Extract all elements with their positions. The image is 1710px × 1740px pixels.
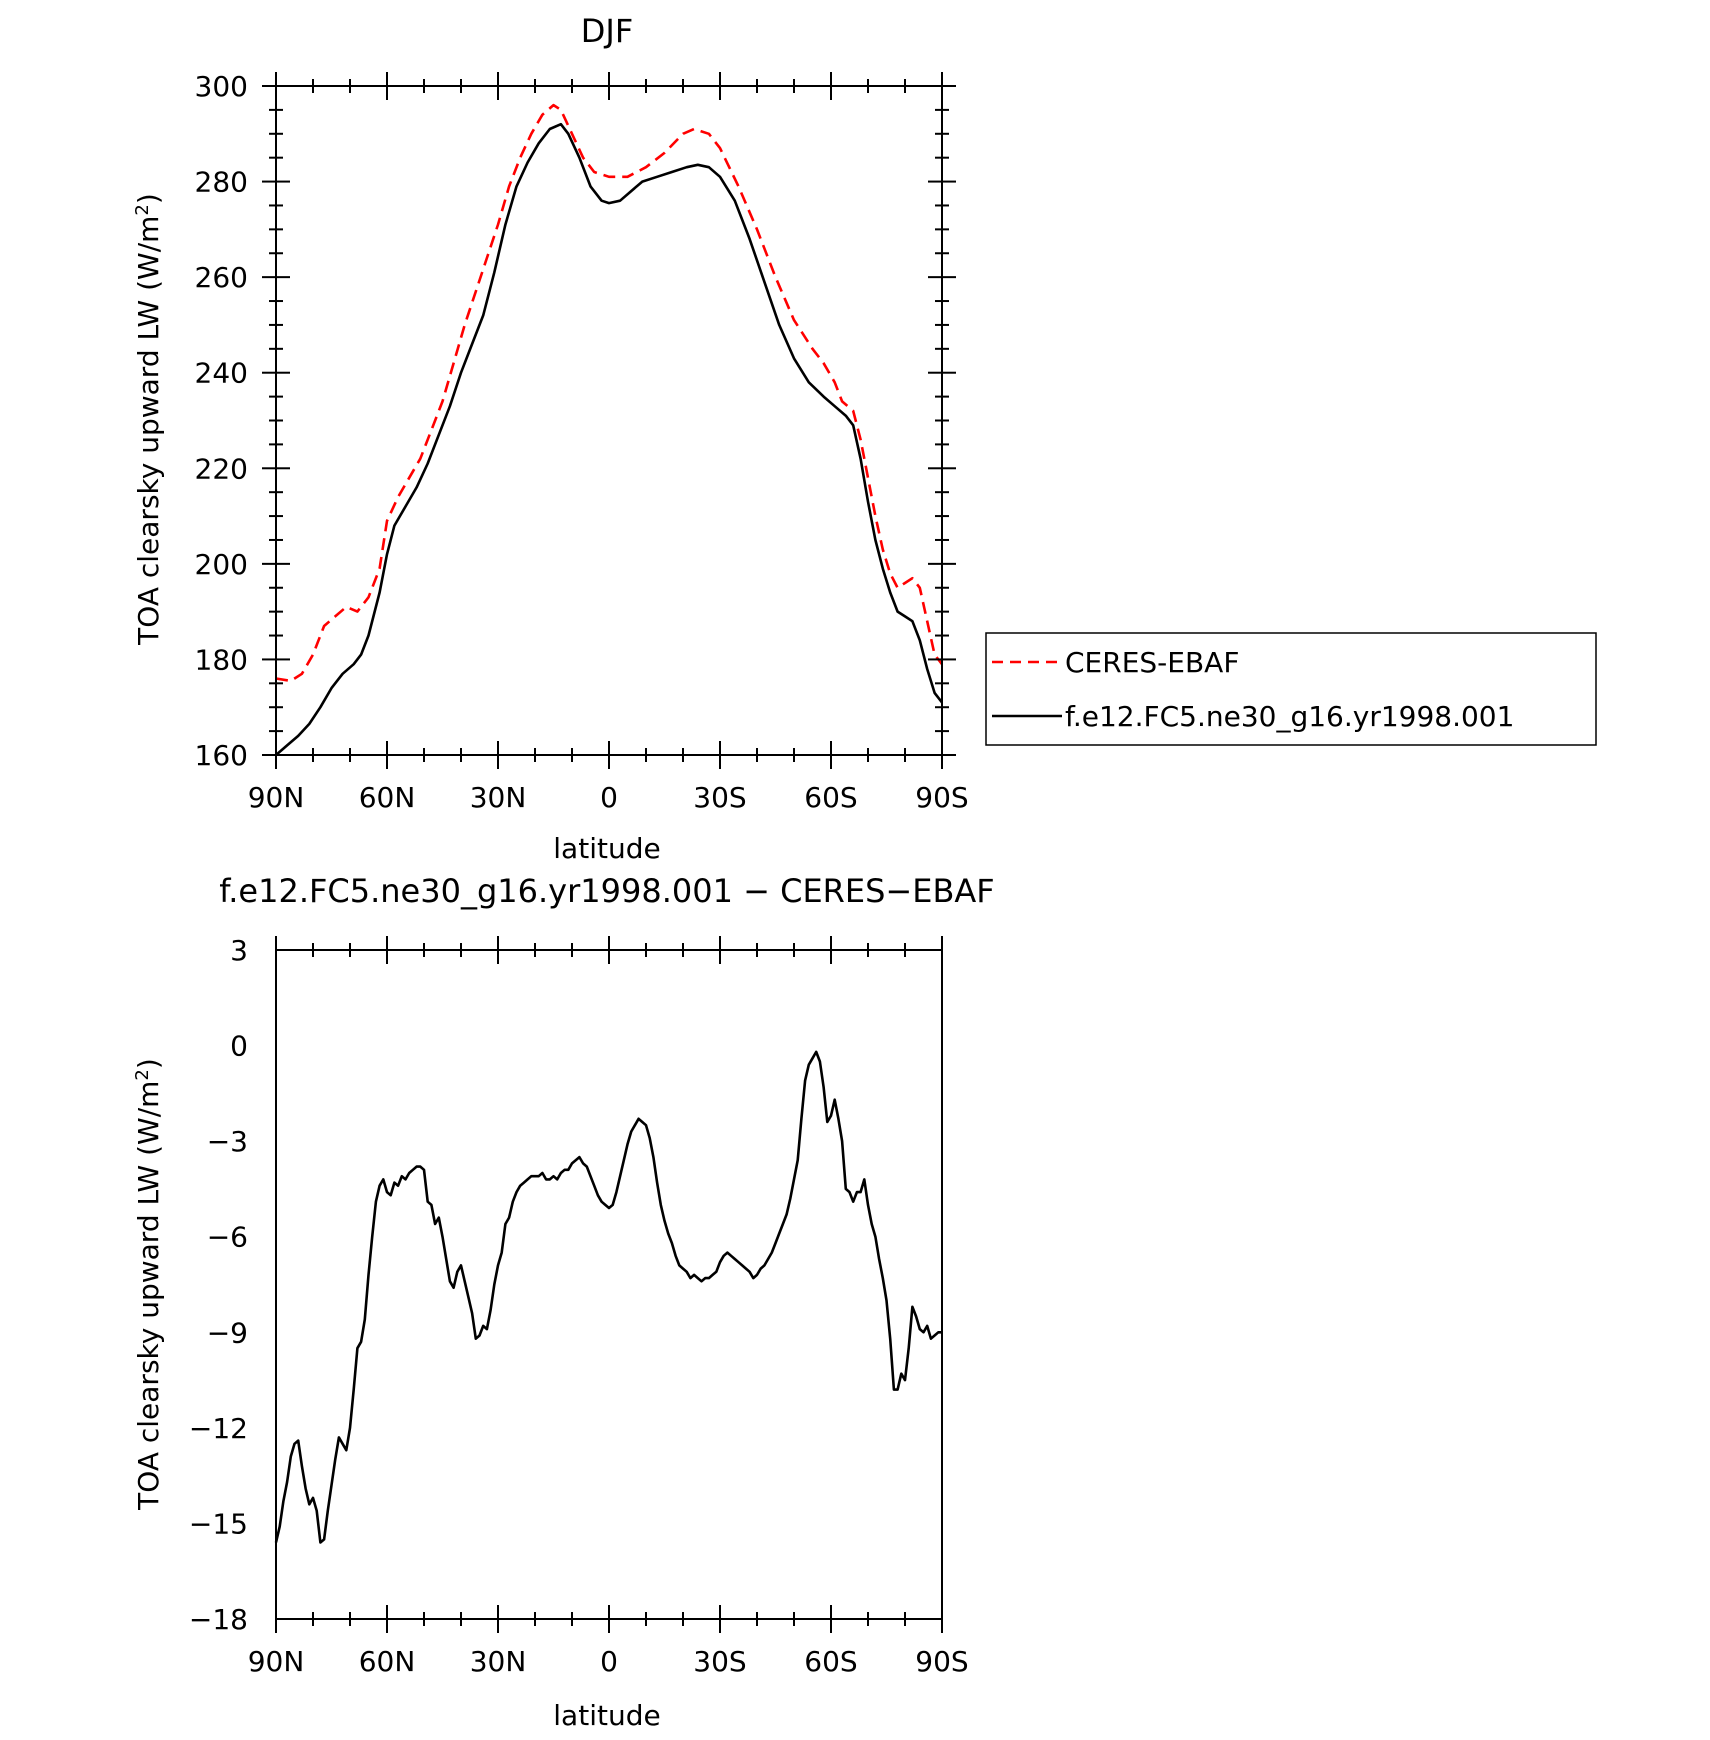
x-tick-label: 0	[600, 1645, 618, 1678]
x-tick-label: 30N	[470, 781, 527, 814]
x-tick-label: 30S	[693, 781, 746, 814]
x-tick-label: 30N	[470, 1645, 527, 1678]
y-tick-label: 280	[195, 166, 248, 199]
y-tick-label: 220	[195, 452, 248, 485]
bottom-chart-series	[274, 1050, 942, 1544]
x-tick-label: 90N	[248, 781, 305, 814]
y-tick-label: −18	[189, 1603, 248, 1636]
bottom-line-chart: f.e12.FC5.ne30_g16.yr1998.001 − CERES−EB…	[132, 872, 995, 1732]
top-chart-series	[275, 103, 944, 756]
x-tick-label: 30S	[693, 1645, 746, 1678]
y-tick-label: 260	[195, 261, 248, 294]
x-tick-label: 0	[600, 781, 618, 814]
y-tick-label: 180	[195, 643, 248, 676]
top-chart-title: DJF	[581, 12, 633, 50]
y-tick-label: −15	[189, 1507, 248, 1540]
top-line-chart: DJF 90N 60N 30N 0 30S 60S 90S 160 180 200 220 240 26…	[132, 12, 1597, 865]
top-chart-ylabel: TOA clearsky upward LW (W/m2)	[132, 193, 166, 646]
y-tick-label: −6	[207, 1221, 248, 1254]
y-tick-label: 160	[195, 739, 248, 772]
x-tick-label: 60N	[359, 781, 416, 814]
series-line-0-0	[275, 103, 944, 683]
x-tick-label: 90S	[915, 781, 968, 814]
top-chart-xlabel: latitude	[553, 832, 660, 865]
y-tick-label: 0	[230, 1030, 248, 1063]
plot-frame-0	[275, 85, 943, 756]
y-tick-label: 240	[195, 357, 248, 390]
y-tick-label: 3	[230, 934, 248, 967]
series-line-0-1	[275, 122, 944, 756]
plot-frame-1	[275, 949, 943, 1620]
y-tick-label: −3	[207, 1125, 248, 1158]
legend-label-ceres: CERES-EBAF	[1065, 646, 1239, 679]
x-tick-label: 60N	[359, 1645, 416, 1678]
y-tick-label: 200	[195, 548, 248, 581]
x-tick-label: 90N	[248, 1645, 305, 1678]
x-tick-label: 60S	[804, 1645, 857, 1678]
top-chart-legend: CERES-EBAF f.e12.FC5.ne30_g16.yr1998.001	[985, 632, 1597, 746]
legend-box	[985, 632, 1597, 746]
x-tick-label: 60S	[804, 781, 857, 814]
bottom-chart-ylabel: TOA clearsky upward LW (W/m2)	[132, 1058, 166, 1511]
bottom-chart-xlabel: latitude	[553, 1699, 660, 1732]
bottom-chart-title: f.e12.FC5.ne30_g16.yr1998.001 − CERES−EB…	[219, 872, 994, 910]
y-tick-label: −9	[207, 1316, 248, 1349]
series-line-1-0	[274, 1050, 942, 1544]
x-tick-label: 90S	[915, 1645, 968, 1678]
y-tick-label: 300	[195, 70, 248, 103]
y-tick-label: −12	[189, 1412, 248, 1445]
legend-label-model: f.e12.FC5.ne30_g16.yr1998.001	[1065, 700, 1514, 733]
